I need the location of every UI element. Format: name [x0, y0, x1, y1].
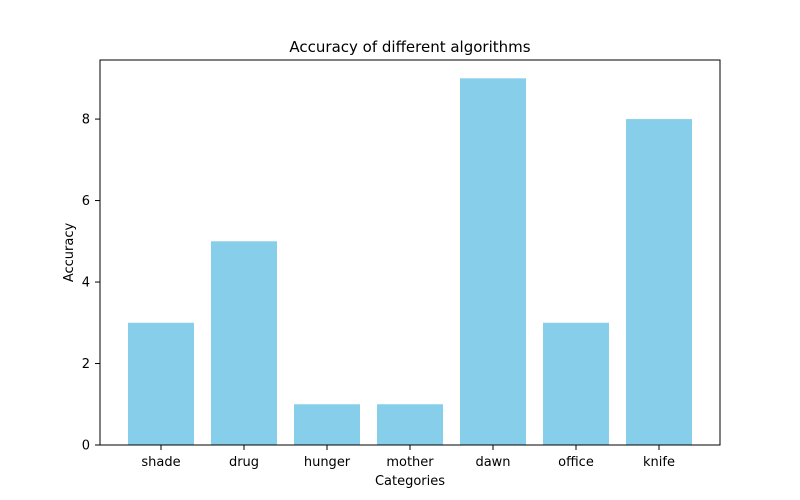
x-tick-label: hunger — [304, 455, 351, 470]
y-tick-label: 6 — [82, 194, 90, 209]
x-tick-label: shade — [141, 455, 180, 470]
bars-group — [128, 78, 692, 446]
x-tick-label: drug — [229, 455, 259, 470]
bar-knife — [626, 119, 692, 446]
y-tick-label: 0 — [82, 439, 90, 454]
plot-area: shade drug hunger mother dawn office knife 0 2 4… — [82, 59, 721, 470]
bar-hunger — [294, 404, 360, 445]
x-tick-label: mother — [386, 455, 434, 470]
bar-office — [543, 322, 609, 445]
bar-dawn — [460, 78, 526, 445]
y-axis-ticks: 0 2 4 6 8 — [82, 113, 100, 454]
y-tick-label: 4 — [82, 276, 90, 291]
y-tick-label: 2 — [82, 357, 90, 372]
bar-shade — [128, 322, 194, 445]
x-axis-ticks: shade drug hunger mother dawn office knife — [141, 445, 675, 470]
x-tick-label: office — [558, 455, 594, 470]
bar-mother — [377, 404, 443, 445]
y-axis-label: Accuracy — [62, 223, 77, 283]
y-tick-label: 8 — [82, 113, 90, 128]
x-axis-label: Categories — [375, 474, 445, 489]
x-tick-label: knife — [643, 455, 675, 470]
chart-title: Accuracy of different algorithms — [289, 38, 530, 56]
x-tick-label: dawn — [475, 455, 510, 470]
bar-drug — [211, 241, 277, 445]
